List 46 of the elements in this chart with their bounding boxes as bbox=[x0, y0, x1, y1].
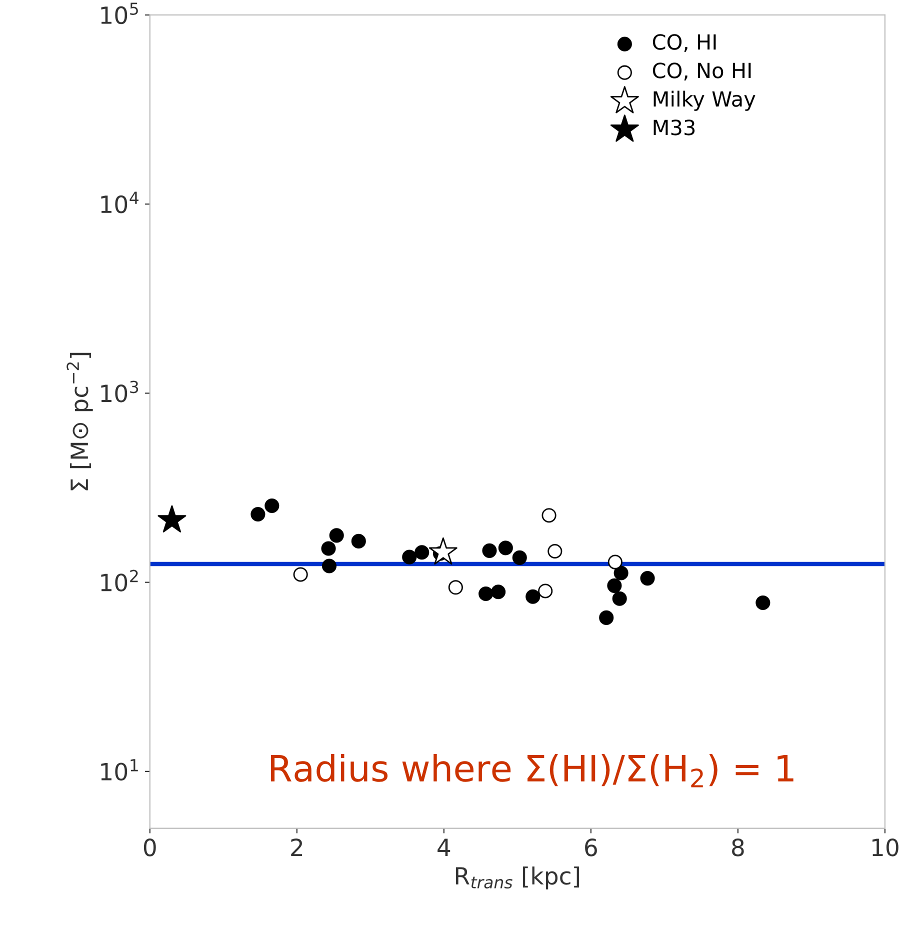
legend-label: CO, HI bbox=[652, 34, 716, 52]
y-tick-label: 10$^{2}$ bbox=[101, 570, 138, 592]
point bbox=[614, 566, 628, 580]
point bbox=[329, 528, 344, 543]
x-tick-label: 6 bbox=[585, 838, 597, 856]
y-tick-label: 10$^{5}$ bbox=[101, 2, 138, 24]
point bbox=[498, 540, 513, 556]
x-axis-title: R$_{trans}$ [kpc] bbox=[456, 866, 579, 890]
x-tick-label: 10 bbox=[872, 838, 898, 856]
point bbox=[640, 571, 655, 586]
point bbox=[414, 545, 430, 560]
x-tick-label: 8 bbox=[732, 838, 744, 856]
point bbox=[428, 537, 458, 565]
legend-label: Milky Way bbox=[654, 90, 756, 111]
point bbox=[538, 584, 553, 598]
x-tick-label: 0 bbox=[144, 838, 156, 856]
y-axis-title: Σ [M⊙ pc$^{−2}$] bbox=[66, 352, 93, 490]
point bbox=[608, 554, 622, 570]
y-tick-label: 10$^{3}$ bbox=[101, 380, 138, 402]
point bbox=[448, 580, 463, 595]
point bbox=[351, 534, 366, 548]
x-tick-label: 2 bbox=[291, 838, 302, 856]
point bbox=[322, 558, 337, 574]
point bbox=[402, 550, 417, 564]
point bbox=[482, 543, 497, 558]
point bbox=[478, 586, 494, 602]
legend-label: CO, No HI bbox=[652, 62, 751, 80]
point bbox=[250, 506, 266, 522]
point bbox=[599, 610, 614, 625]
point bbox=[548, 544, 562, 559]
point bbox=[612, 591, 627, 606]
point bbox=[607, 578, 622, 593]
annotation: Radius where Σ(HI)/Σ(H$_{2}$) = 1 bbox=[270, 754, 794, 788]
point bbox=[158, 505, 186, 532]
point bbox=[491, 584, 506, 600]
point bbox=[293, 567, 308, 582]
x-tick-label: 4 bbox=[438, 838, 450, 856]
point bbox=[542, 508, 556, 523]
point bbox=[264, 498, 280, 514]
point bbox=[321, 541, 336, 556]
point bbox=[756, 595, 770, 610]
point bbox=[526, 589, 540, 604]
legend-label: M33 bbox=[654, 120, 695, 136]
y-tick-label: 10$^{4}$ bbox=[101, 192, 138, 214]
y-tick-label: 10$^{1}$ bbox=[101, 759, 138, 781]
point bbox=[512, 550, 527, 565]
